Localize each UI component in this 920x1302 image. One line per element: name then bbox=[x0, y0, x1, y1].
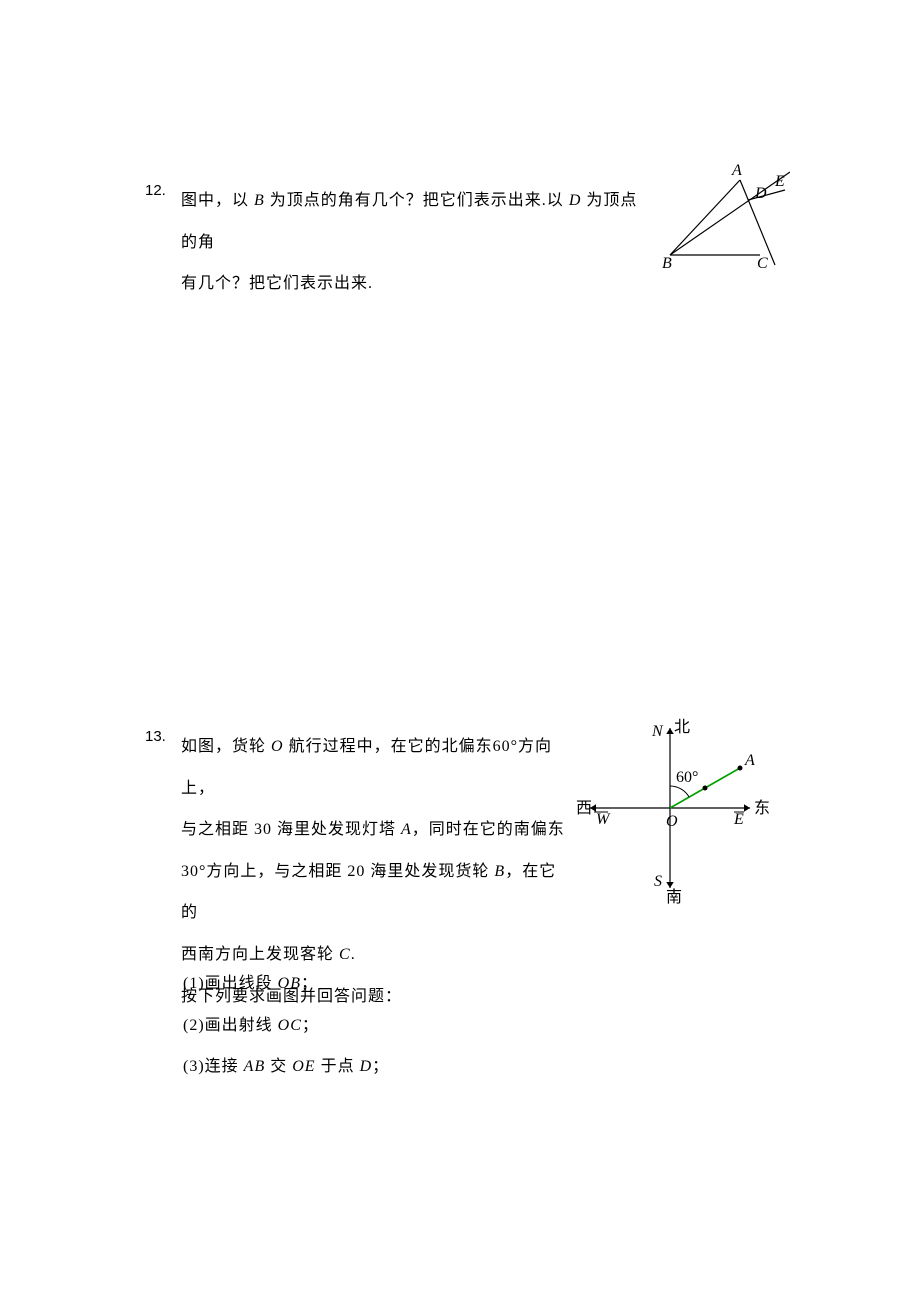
svg-text:B: B bbox=[662, 255, 672, 270]
svg-text:北: 北 bbox=[674, 718, 690, 736]
p13-l2a: 与之相距 30 海里处发现灯塔 bbox=[181, 821, 401, 838]
svg-text:A: A bbox=[744, 752, 755, 769]
p13-svg: 60° N北 S南 E东 W西 O A bbox=[575, 708, 785, 908]
p13-l2b: A bbox=[401, 821, 412, 838]
svg-text:E: E bbox=[774, 173, 785, 190]
svg-text:西: 西 bbox=[576, 800, 592, 817]
problem-12-number: 12. bbox=[145, 180, 173, 199]
svg-text:60°: 60° bbox=[676, 769, 698, 786]
p13-s2c: ； bbox=[302, 1017, 319, 1034]
svg-text:D: D bbox=[754, 185, 767, 202]
p13-s2b: OC bbox=[278, 1017, 302, 1034]
svg-text:S: S bbox=[654, 873, 662, 890]
svg-text:O: O bbox=[666, 813, 678, 830]
svg-text:南: 南 bbox=[666, 888, 682, 906]
p13-l5a: 西南方向上发现客轮 bbox=[181, 946, 339, 963]
p13-s3f: D bbox=[360, 1058, 373, 1075]
p12-l1b: B bbox=[254, 192, 265, 209]
svg-text:东: 东 bbox=[754, 799, 770, 817]
problem-12-text: 图中，以 B 为顶点的角有几个？把它们表示出来.以 D 为顶点的角 有几个？把它… bbox=[181, 180, 645, 305]
p13-l2c: ，同时在它的南偏东 bbox=[412, 821, 565, 838]
svg-text:N: N bbox=[651, 723, 664, 740]
p13-s3g: ； bbox=[372, 1058, 389, 1075]
p13-s1a: (1)画出线段 bbox=[183, 975, 278, 992]
problem-13-figure: 60° N北 S南 E东 W西 O A bbox=[575, 708, 785, 913]
problem-12-figure: A B C DE bbox=[660, 160, 790, 275]
p13-s3c: 交 bbox=[265, 1058, 292, 1075]
p13-l4: 的 bbox=[181, 892, 575, 934]
p13-l1b: O bbox=[271, 738, 284, 755]
p13-l3c: ，在它 bbox=[505, 863, 556, 880]
svg-text:A: A bbox=[731, 162, 742, 179]
p13-s2a: (2)画出射线 bbox=[183, 1017, 278, 1034]
p13-l5c: . bbox=[351, 946, 356, 963]
problem-12: 12. 图中，以 B 为顶点的角有几个？把它们表示出来.以 D 为顶点的角 有几… bbox=[145, 180, 645, 305]
p13-s3e: 于点 bbox=[316, 1058, 360, 1075]
problem-13-subitems: (1)画出线段 OB； (2)画出射线 OC； (3)连接 AB 交 OE 于点… bbox=[183, 963, 389, 1088]
p13-l3a: 30°方向上，与之相距 20 海里处发现货轮 bbox=[181, 863, 494, 880]
problem-13-number: 13. bbox=[145, 726, 173, 745]
p12-svg: A B C DE bbox=[660, 160, 790, 270]
p13-l1a: 如图，货轮 bbox=[181, 738, 271, 755]
p12-l1d: D bbox=[569, 192, 582, 209]
p12-l2: 有几个？把它们表示出来. bbox=[181, 263, 645, 305]
p13-s1c: ； bbox=[301, 975, 318, 992]
svg-text:E: E bbox=[733, 811, 744, 828]
p13-l5b: C bbox=[339, 946, 351, 963]
p13-s3a: (3)连接 bbox=[183, 1058, 244, 1075]
svg-text:C: C bbox=[757, 255, 768, 270]
svg-text:W: W bbox=[596, 811, 611, 828]
p13-l3b: B bbox=[494, 863, 505, 880]
p13-s3d: OE bbox=[292, 1058, 315, 1075]
p12-l1a: 图中，以 bbox=[181, 192, 254, 209]
p13-s3b: AB bbox=[244, 1058, 266, 1075]
p12-l1c: 为顶点的角有几个？把它们表示出来.以 bbox=[265, 192, 569, 209]
p13-s1b: OB bbox=[278, 975, 301, 992]
